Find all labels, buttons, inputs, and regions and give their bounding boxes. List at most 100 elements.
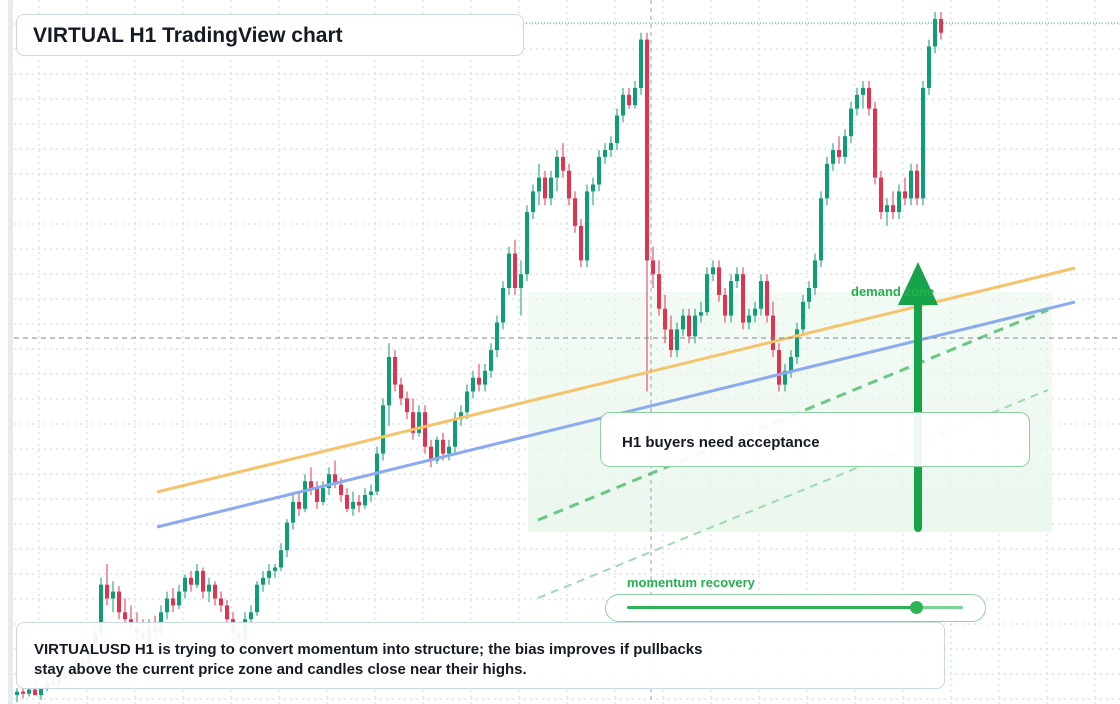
candle-bearish	[297, 501, 301, 509]
candle-bullish	[801, 301, 805, 330]
candle-bullish	[111, 591, 115, 599]
momentum-track	[627, 601, 963, 614]
candle-bullish	[711, 267, 715, 275]
candle-bearish	[891, 205, 895, 213]
chart-title: VIRTUAL H1 TradingView chart	[33, 24, 343, 47]
callout-text: H1 buyers need acceptance	[622, 434, 820, 451]
candle-bearish	[651, 260, 655, 275]
candle-bearish	[399, 384, 403, 399]
candle-bullish	[897, 191, 901, 213]
candle-bullish	[351, 501, 355, 509]
candle-bullish	[621, 94, 625, 116]
up-arrow-icon	[898, 262, 938, 305]
candle-bearish	[645, 39, 649, 261]
momentum-knob[interactable]	[909, 601, 923, 614]
candle-bearish	[579, 225, 583, 261]
candle-bearish	[423, 412, 427, 447]
candle-bearish	[561, 156, 565, 171]
candle-bearish	[771, 315, 775, 351]
candle-bullish	[681, 315, 685, 330]
candle-bullish	[453, 419, 457, 447]
candle-bearish	[441, 439, 445, 454]
candle-bullish	[501, 288, 505, 323]
candle-bearish	[345, 495, 349, 509]
candle-bearish	[411, 412, 415, 433]
candle-bullish	[921, 87, 925, 199]
candle-bullish	[753, 308, 757, 316]
candle-bullish	[537, 177, 541, 192]
candle-bearish	[21, 691, 25, 694]
candle-bullish	[909, 170, 913, 199]
candle-bearish	[687, 315, 691, 337]
candle-bullish	[819, 198, 823, 261]
candle-bearish	[189, 577, 193, 585]
candle-bullish	[507, 253, 511, 288]
candle-bullish	[585, 191, 589, 261]
candle-bullish	[525, 212, 529, 275]
candle-bullish	[843, 136, 847, 157]
momentum-fill	[627, 606, 916, 609]
momentum-slider[interactable]	[605, 594, 986, 622]
candle-bearish	[765, 281, 769, 316]
candle-bullish	[495, 322, 499, 351]
candle-bearish	[873, 108, 877, 178]
candle-bullish	[813, 260, 817, 288]
candle-bullish	[267, 570, 271, 578]
candle-bullish	[927, 46, 931, 88]
candle-bullish	[759, 281, 763, 309]
candle-bullish	[387, 357, 391, 406]
candle-bullish	[321, 488, 325, 502]
candle-bullish	[849, 108, 853, 137]
candle-bullish	[249, 612, 253, 620]
candle-bullish	[639, 39, 643, 88]
candle-bearish	[567, 170, 571, 199]
candle-bullish	[261, 577, 265, 585]
momentum-label: momentum recovery	[627, 575, 755, 590]
candle-bearish	[903, 191, 907, 199]
candle-bullish	[531, 191, 535, 213]
candle-bullish	[519, 274, 523, 288]
candle-bearish	[393, 357, 397, 385]
demand-zone-label: demand zone	[851, 284, 935, 299]
candle-bearish	[663, 308, 667, 330]
candle-bullish	[327, 474, 331, 489]
candle-bullish	[459, 412, 463, 420]
candle-bullish	[471, 377, 475, 392]
candle-bullish	[597, 156, 601, 185]
candle-bullish	[795, 329, 799, 357]
candle-bullish	[555, 156, 559, 178]
candle-bearish	[171, 598, 175, 606]
candle-bullish	[885, 205, 889, 213]
candle-bearish	[513, 253, 517, 288]
title-panel: VIRTUAL H1 TradingView chart	[16, 14, 524, 56]
candle-bullish	[183, 577, 187, 592]
candle-bullish	[363, 495, 367, 506]
candle-bearish	[741, 274, 745, 323]
left-edge-bar	[8, 0, 13, 704]
candle-bearish	[627, 94, 631, 106]
candle-bearish	[201, 570, 205, 592]
candle-bearish	[477, 377, 481, 385]
candle-bearish	[333, 474, 337, 485]
candle-bullish	[699, 312, 703, 316]
candle-bearish	[315, 488, 319, 502]
candle-bearish	[117, 591, 121, 613]
candle-bullish	[549, 177, 553, 199]
annotation-callout[interactable]: H1 buyers need acceptance	[600, 412, 1030, 467]
candle-bearish	[669, 329, 673, 351]
candle-bullish	[279, 550, 283, 568]
candle-bearish	[33, 689, 37, 696]
candle-bearish	[309, 481, 313, 489]
candle-bearish	[123, 612, 127, 620]
candle-bearish	[105, 584, 109, 599]
candle-bearish	[723, 294, 727, 316]
candle-bearish	[717, 267, 721, 295]
candle-bullish	[783, 370, 787, 385]
candle-bullish	[177, 591, 181, 606]
candle-bullish	[255, 584, 259, 613]
candle-bullish	[291, 501, 295, 523]
candle-bullish	[729, 281, 733, 316]
candle-bearish	[879, 177, 883, 213]
candle-bullish	[609, 143, 613, 150]
